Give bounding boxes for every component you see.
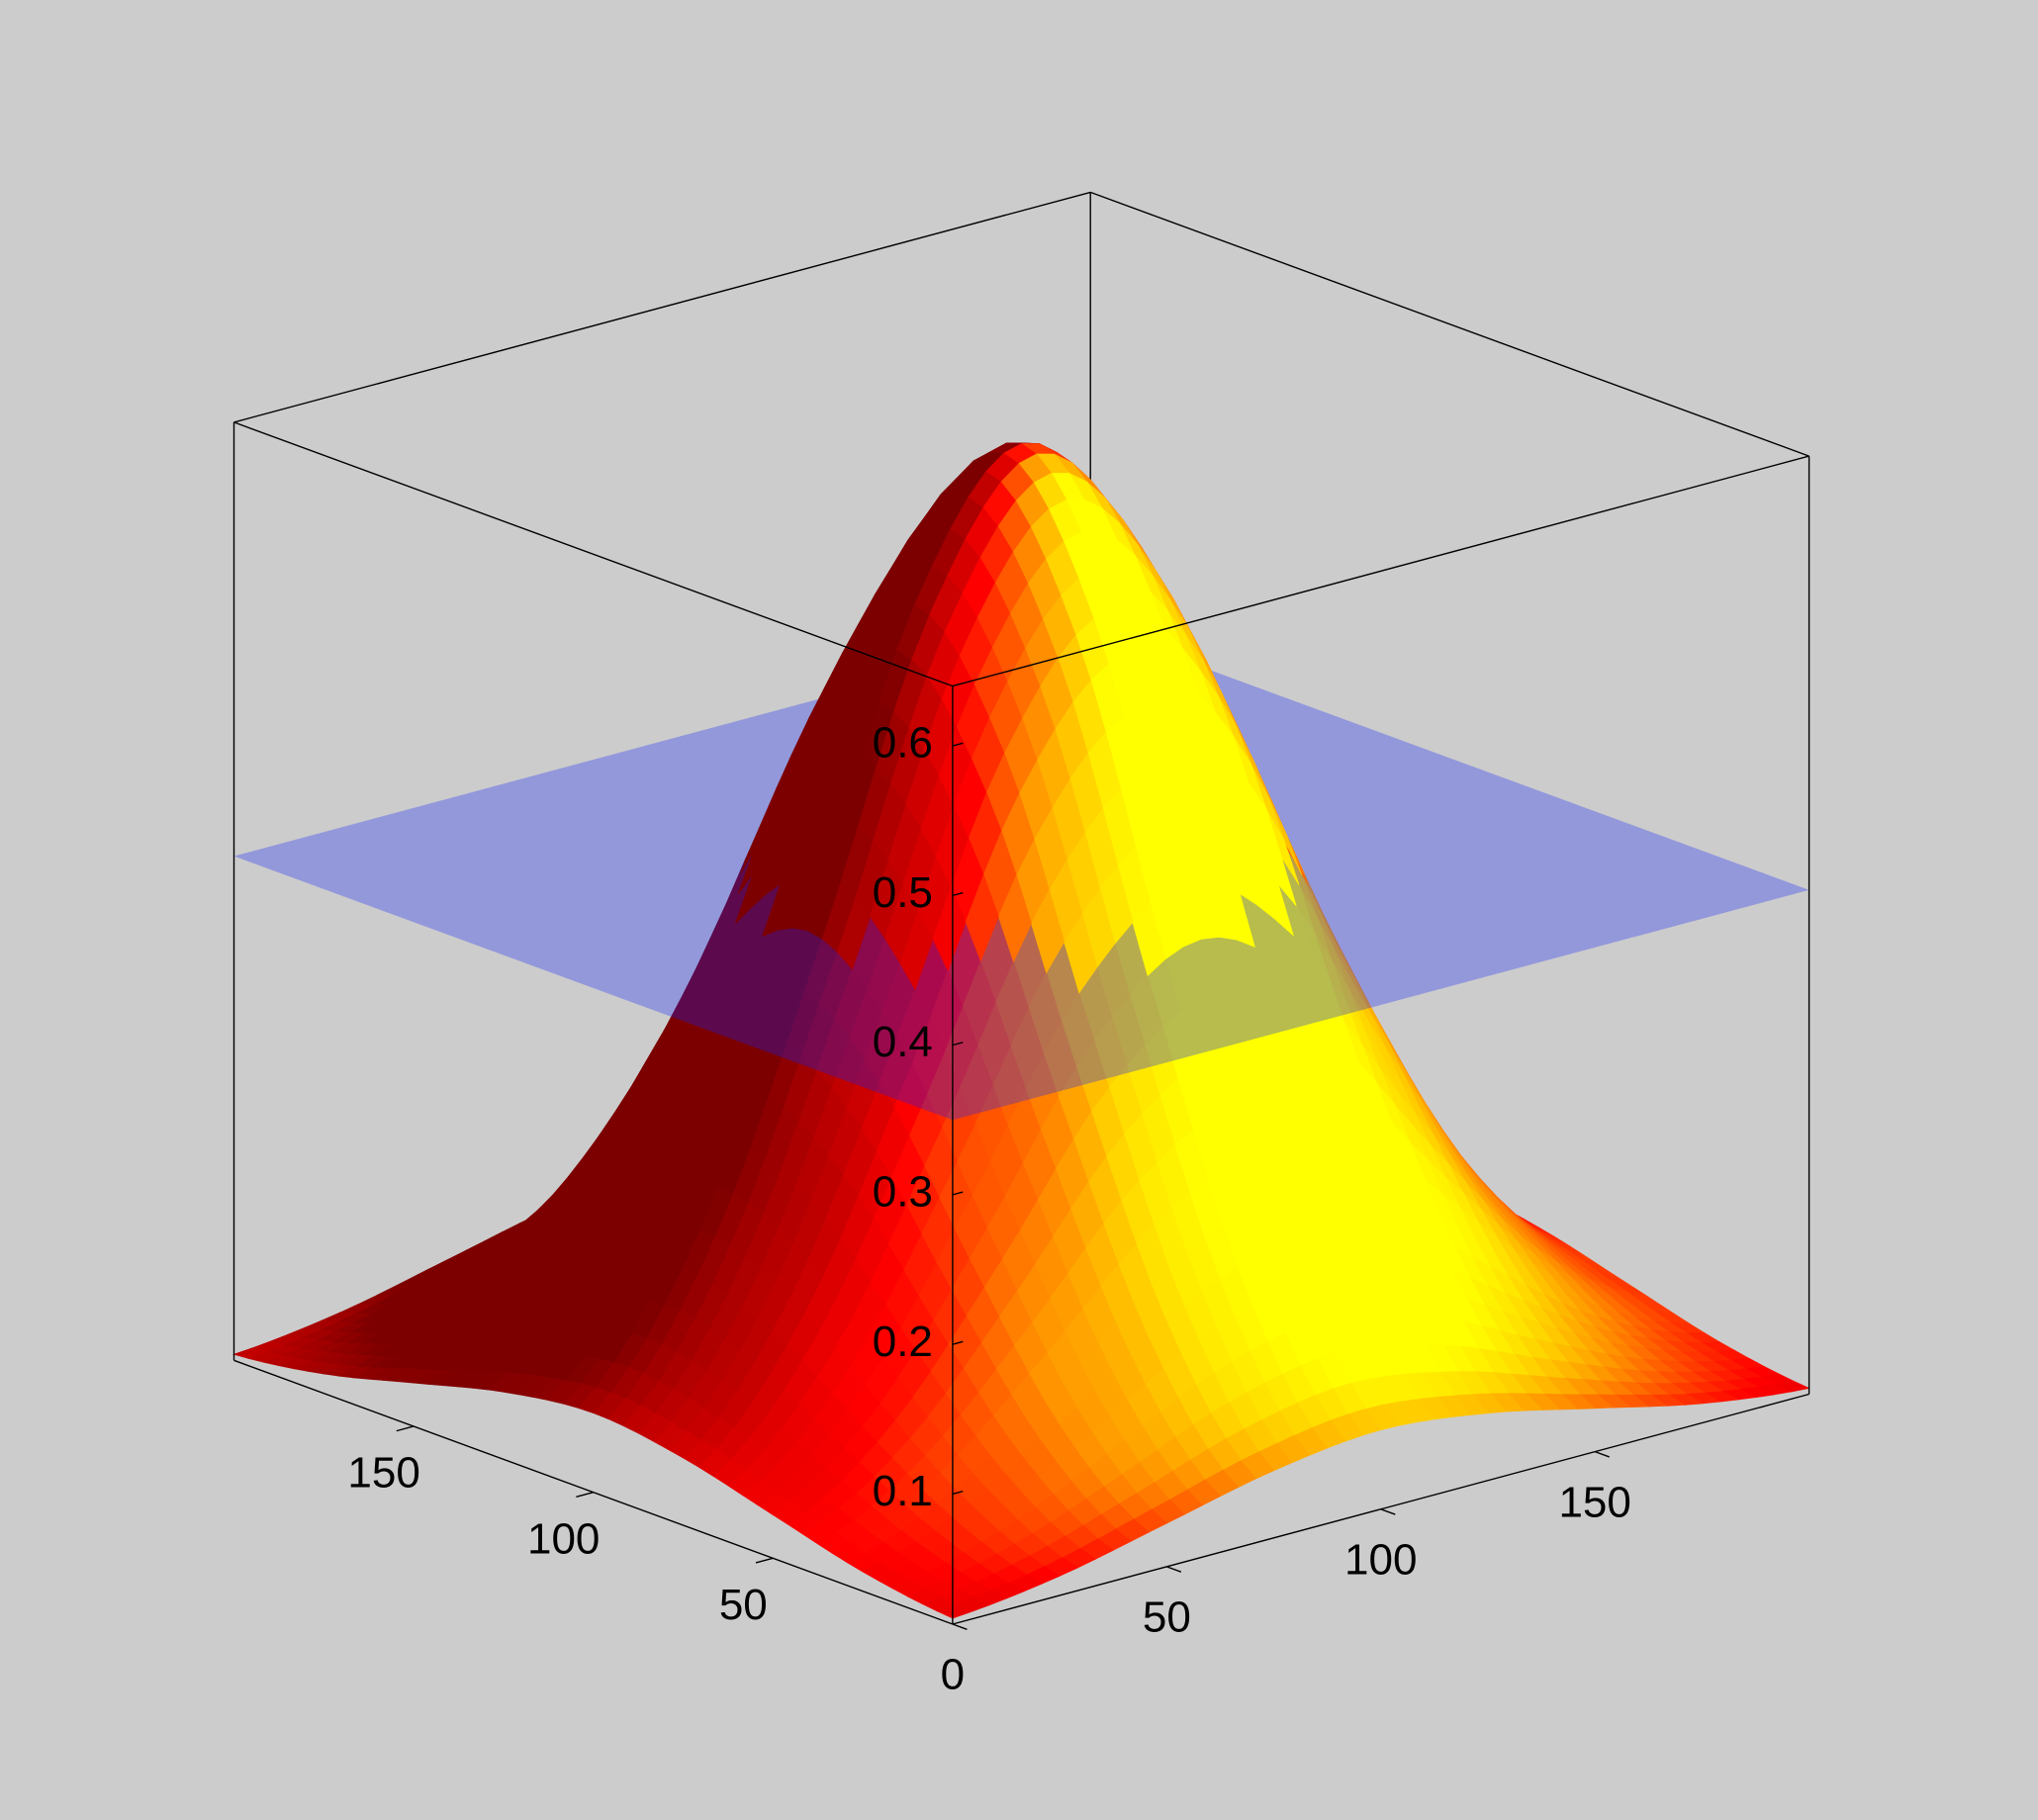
z-tick-label: 0.6 [873,719,933,768]
surface-patch [1064,913,1098,994]
surface-patch [936,1604,972,1619]
z-tick-label: 0.4 [873,1018,933,1066]
surface-lower [232,751,1810,1619]
surface-patch [1031,888,1065,974]
tick-labels: 0 50 100 150 50 100 150 0.1 0.2 0.3 0.4 0.5 0.6 [347,719,1630,1699]
y-tick-mark [755,1557,774,1564]
z-tick-mark [952,1042,964,1046]
y-tick-mark [576,1491,594,1498]
surface-patch [1132,903,1166,977]
z-tick-mark [952,891,964,897]
x-tick-mark [1594,1450,1610,1458]
x-tick-mark [1380,1508,1396,1515]
z-tick-mark [952,742,964,747]
z-tick-mark [952,1490,964,1496]
z-tick-mark [952,1191,964,1196]
x-tick-mark [1166,1566,1182,1573]
z-tick-label: 0.3 [873,1168,933,1217]
box-edge [952,455,1809,687]
y-tick-label: 150 [347,1449,419,1498]
x-tick-label: 150 [1558,1478,1630,1526]
box-edge [1089,191,1809,457]
box-edge [233,191,1091,423]
x-tick-label: 100 [1344,1535,1417,1584]
box-edge [233,421,954,687]
surface-patch [932,886,967,972]
front-edges [232,421,1810,1630]
surface-upper [734,442,1309,994]
z-tick-label: 0.5 [873,868,933,917]
x-tick-label: 50 [1143,1593,1191,1642]
z-tick-label: 0.2 [873,1318,933,1366]
z-tick-label: 0.1 [873,1467,933,1515]
y-tick-label: 50 [719,1581,768,1629]
surface-patch [836,897,872,970]
surface-patch [997,874,1032,963]
surface-patch [965,873,999,962]
y-tick-mark [396,1425,415,1432]
x-tick-mark [952,1623,968,1630]
x-tick-label: 0 [941,1651,965,1699]
surface-patch [899,909,934,991]
z-tick-mark [952,1340,964,1345]
y-tick-label: 100 [527,1514,600,1563]
